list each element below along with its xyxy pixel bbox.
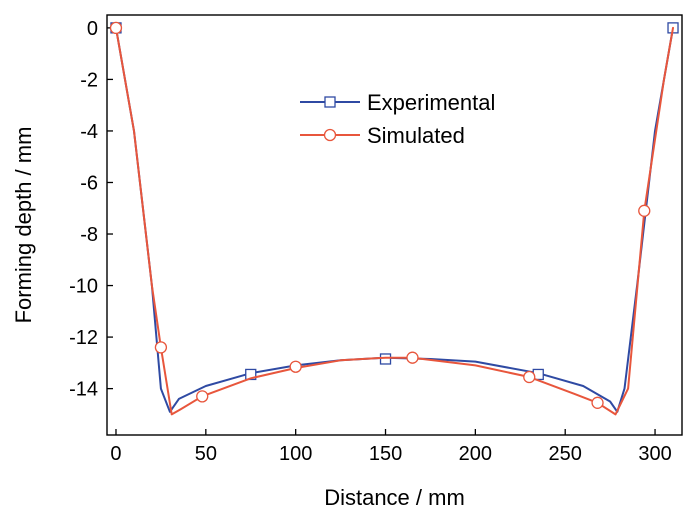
x-tick-label: 50 <box>195 443 217 465</box>
data-point-experimental <box>245 368 257 381</box>
y-tick-label: -12 <box>69 327 98 349</box>
data-point-simulated <box>523 370 536 384</box>
y-axis-title: Forming depth / mm <box>11 127 36 324</box>
legend-item-simulated: Simulated <box>300 123 465 148</box>
ticks-layer: 0 50 100 150 200 250 300 0 -2 -4 -6 -8 -10 -12 -14 <box>69 18 672 465</box>
data-point-simulated <box>406 351 419 364</box>
y-tick-label: 0 <box>87 18 98 40</box>
legend: Experimental Simulated <box>300 90 495 148</box>
data-point-simulated <box>638 204 651 217</box>
x-tick-label: 100 <box>279 443 312 465</box>
data-point-simulated <box>289 360 302 373</box>
y-tick-label: -2 <box>80 69 98 91</box>
x-tick-label: 300 <box>638 443 671 465</box>
series-layer <box>109 21 679 416</box>
legend-marker-experimental <box>324 96 336 108</box>
legend-label-simulated: Simulated <box>367 123 465 148</box>
y-tick-label: -4 <box>80 121 98 143</box>
data-point-simulated <box>196 390 209 403</box>
y-tick-label: -10 <box>69 276 98 298</box>
series-line-simulated <box>115 26 674 416</box>
x-axis-title: Distance / mm <box>324 485 465 510</box>
x-tick-label: 200 <box>459 443 492 465</box>
x-tick-label: 150 <box>369 443 402 465</box>
series-line-experimental <box>115 26 674 413</box>
y-tick-label: -8 <box>80 224 98 246</box>
series-experimental <box>110 22 679 413</box>
y-tick-label: -6 <box>80 172 98 194</box>
x-tick-label: 250 <box>549 443 582 465</box>
y-tick-label: -14 <box>69 379 98 401</box>
data-point-simulated <box>109 21 123 35</box>
x-tick-label: 0 <box>110 443 121 465</box>
data-point-simulated <box>591 396 604 409</box>
data-point-simulated <box>154 341 168 354</box>
legend-item-experimental: Experimental <box>300 90 495 115</box>
data-point-experimental <box>379 353 392 365</box>
legend-label-experimental: Experimental <box>367 90 495 115</box>
series-simulated <box>109 21 674 416</box>
legend-marker-simulated <box>323 128 337 142</box>
plot-frame <box>106 14 683 436</box>
